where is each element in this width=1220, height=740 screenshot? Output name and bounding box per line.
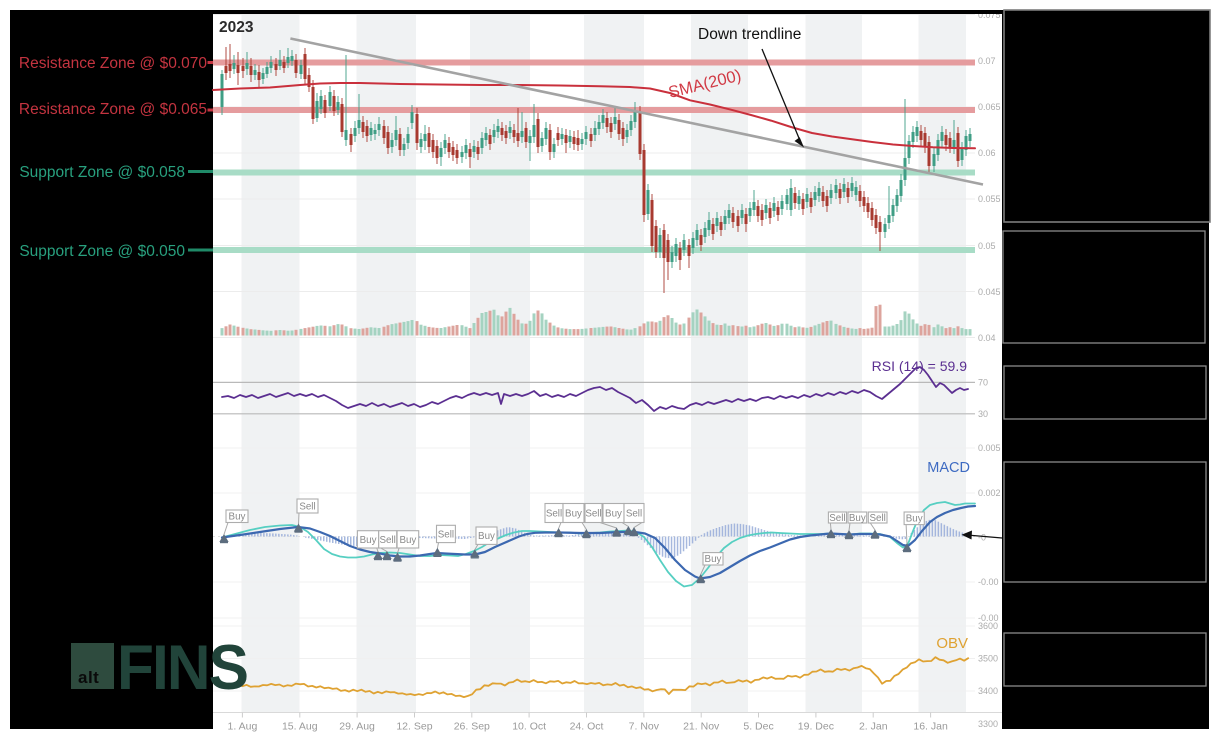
svg-text:0.07: 0.07 [978,56,996,66]
svg-text:Sell: Sell [626,508,642,519]
svg-text:Down trendline: Down trendline [698,26,801,43]
svg-text:RSI (14) = 59.9: RSI (14) = 59.9 [872,358,968,374]
svg-text:3500: 3500 [978,654,998,664]
svg-text:5. Dec: 5. Dec [743,721,773,733]
svg-text:-0.00: -0.00 [978,613,999,623]
svg-text:OBV: OBV [936,635,968,652]
svg-text:2023: 2023 [219,19,254,36]
svg-text:0.075: 0.075 [978,10,1001,20]
svg-text:3600: 3600 [978,621,998,631]
svg-text:Buy: Buy [849,513,866,524]
svg-text:0.05: 0.05 [978,241,996,251]
svg-text:Resistance Zone @ $0.065: Resistance Zone @ $0.065 [19,101,207,118]
svg-text:2. Jan: 2. Jan [859,721,888,733]
svg-text:15. Aug: 15. Aug [282,721,318,733]
svg-text:Sell: Sell [585,508,601,519]
svg-text:3400: 3400 [978,686,998,696]
svg-text:21. Nov: 21. Nov [683,721,720,733]
svg-text:10. Oct: 10. Oct [512,721,546,733]
svg-text:0.055: 0.055 [978,194,1001,204]
svg-text:0.002: 0.002 [978,488,1001,498]
svg-text:0.005: 0.005 [978,443,1001,453]
svg-text:Support Zone @ $0.050: Support Zone @ $0.050 [19,243,185,260]
svg-text:FINS: FINS [117,633,247,703]
svg-text:30: 30 [978,409,988,419]
svg-text:Sell: Sell [869,513,885,524]
svg-text:Sell: Sell [380,535,396,546]
svg-text:Buy: Buy [360,535,377,546]
svg-text:Sell: Sell [299,501,315,512]
svg-text:Buy: Buy [478,531,495,542]
svg-text:Support Zone @ $0.058: Support Zone @ $0.058 [19,164,185,181]
svg-text:Resistance Zone @ $0.070: Resistance Zone @ $0.070 [19,55,207,72]
svg-text:alt: alt [78,668,99,687]
svg-text:70: 70 [978,378,988,388]
svg-text:0.045: 0.045 [978,287,1001,297]
svg-text:Buy: Buy [906,514,923,525]
svg-text:7. Nov: 7. Nov [629,721,660,733]
svg-text:19. Dec: 19. Dec [798,721,834,733]
svg-text:Sell: Sell [546,508,562,519]
svg-text:-0: -0 [978,533,986,543]
svg-text:16. Jan: 16. Jan [913,721,948,733]
svg-text:MACD: MACD [927,460,970,476]
svg-text:Buy: Buy [705,554,722,565]
svg-text:0.06: 0.06 [978,148,996,158]
svg-text:Buy: Buy [565,508,582,519]
svg-text:Sell: Sell [829,513,845,524]
svg-text:Buy: Buy [399,535,416,546]
svg-text:Buy: Buy [229,512,246,523]
svg-text:29. Aug: 29. Aug [339,721,375,733]
svg-text:Buy: Buy [605,508,622,519]
svg-text:3300: 3300 [978,719,998,729]
svg-text:12. Sep: 12. Sep [396,721,432,733]
svg-text:Sell: Sell [438,529,454,540]
svg-text:-0.00: -0.00 [978,577,999,587]
svg-text:24. Oct: 24. Oct [570,721,604,733]
svg-text:26. Sep: 26. Sep [454,721,490,733]
svg-text:0.04: 0.04 [978,333,996,343]
svg-text:1. Aug: 1. Aug [228,721,258,733]
svg-text:0.065: 0.065 [978,102,1001,112]
